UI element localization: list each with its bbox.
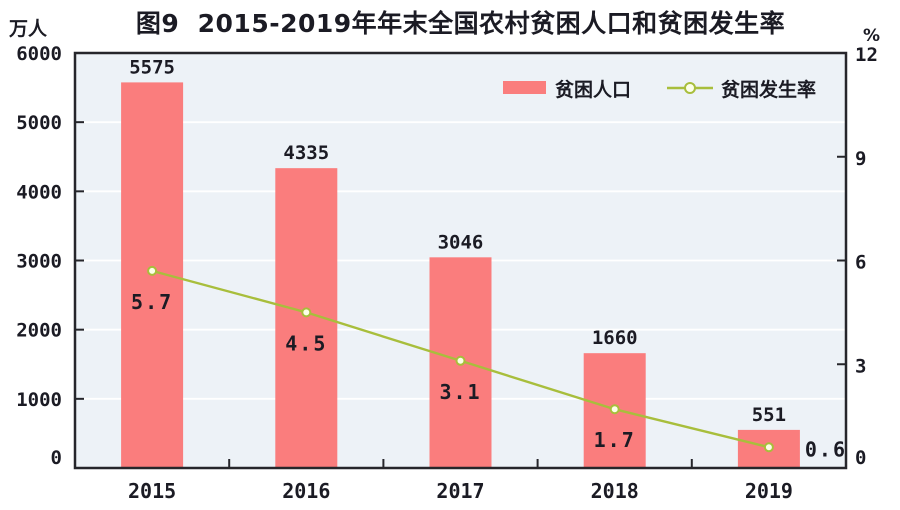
- rate-value-label-2018: 1.7: [594, 428, 636, 452]
- line-marker-2015: [147, 265, 158, 276]
- x-axis-label-2016: 2016: [282, 479, 330, 503]
- right-axis-label-3: 3: [855, 355, 866, 377]
- x-axis-label-2019: 2019: [745, 479, 793, 503]
- legend-circle-marker-icon: [684, 82, 696, 94]
- left-axis-label-2000: 2000: [16, 320, 62, 342]
- right-axis-label-9: 9: [855, 148, 866, 170]
- left-axis-label-6000: 6000: [16, 43, 62, 65]
- rate-value-label-2016: 4.5: [285, 331, 327, 355]
- x-axis-label-2015: 2015: [128, 479, 176, 503]
- legend-label-poverty-rate: 贫困发生率: [721, 78, 816, 101]
- right-axis-unit-label: %: [863, 26, 881, 46]
- rate-value-label-2019: 0.6: [805, 437, 847, 461]
- bar-value-label-2019: 551: [752, 404, 786, 426]
- legend-bar-swatch-icon: [503, 81, 546, 94]
- left-axis-label-0: 0: [51, 447, 62, 469]
- right-axis-label-0: 0: [855, 447, 866, 469]
- plot-border: [73, 51, 848, 470]
- right-axis-label-6: 6: [855, 252, 866, 274]
- left-axis-unit-label: 万人: [9, 18, 48, 40]
- bar-value-label-2018: 1660: [592, 327, 638, 349]
- left-axis-label-5000: 5000: [16, 112, 62, 134]
- line-marker-2017: [455, 355, 466, 366]
- legend-label-poverty-population: 贫困人口: [555, 78, 631, 101]
- left-axis-label-4000: 4000: [16, 181, 62, 203]
- line-marker-2019: [763, 442, 774, 453]
- chart-title: 图9 2015-2019年年末全国农村贫困人口和贫困发生率: [135, 9, 786, 38]
- line-marker-2018: [609, 404, 620, 415]
- right-axis-label-12: 12: [855, 44, 878, 66]
- left-axis-label-1000: 1000: [16, 389, 62, 411]
- x-axis-label-2017: 2017: [436, 479, 484, 503]
- left-axis-label-3000: 3000: [16, 251, 62, 273]
- rate-value-label-2015: 5.7: [131, 290, 173, 314]
- x-axis-label-2018: 2018: [591, 479, 639, 503]
- line-marker-2016: [301, 307, 312, 318]
- bar-value-label-2015: 5575: [129, 56, 175, 78]
- bar-value-label-2016: 4335: [283, 142, 329, 164]
- rate-value-label-2017: 3.1: [439, 380, 481, 404]
- bar-value-label-2017: 3046: [438, 231, 484, 253]
